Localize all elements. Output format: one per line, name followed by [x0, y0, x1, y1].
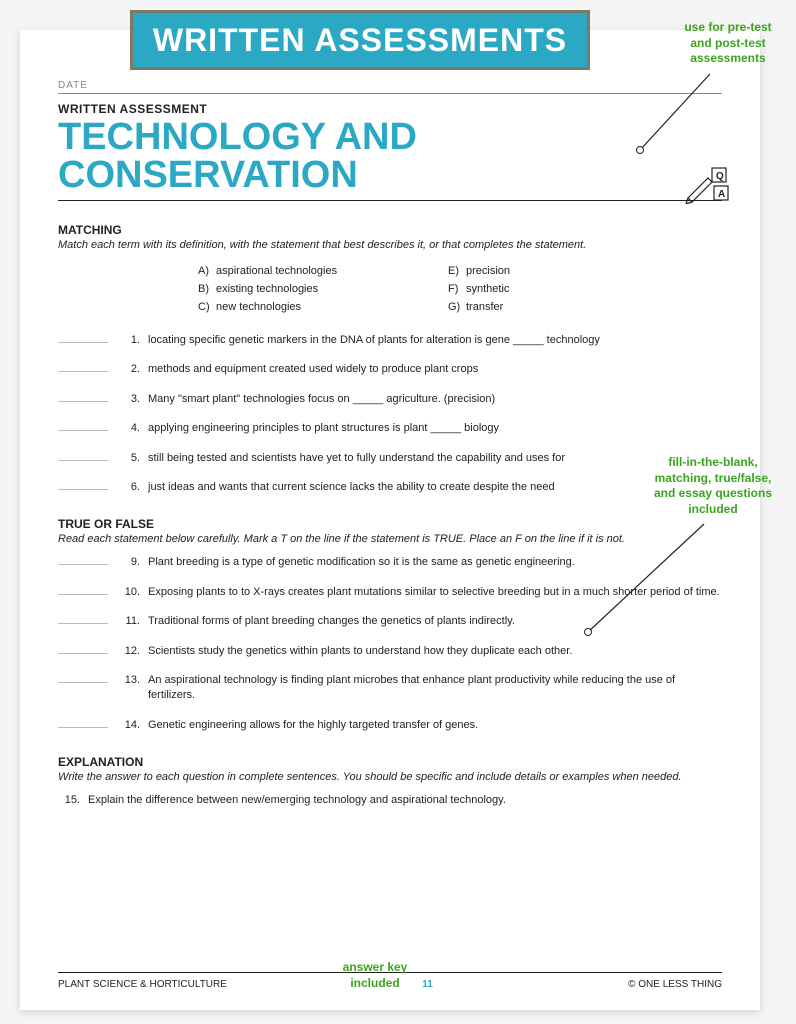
term-row: A)aspirational technologies: [198, 265, 448, 277]
callout-circle: [584, 628, 592, 636]
footer-left: PLANT SCIENCE & HORTICULTURE: [58, 979, 227, 990]
term-row: C)new technologies: [198, 301, 448, 313]
annotation-top: use for pre-test and post-test assessmen…: [668, 20, 788, 67]
term-row: G)transfer: [448, 301, 698, 313]
banner-text: WRITTEN ASSESSMENTS: [153, 22, 567, 59]
question-row: 5.still being tested and scientists have…: [58, 451, 722, 466]
date-label: DATE: [58, 80, 722, 94]
answer-blank[interactable]: [58, 673, 108, 683]
answer-blank[interactable]: [58, 421, 108, 431]
question-row: 14.Genetic engineering allows for the hi…: [58, 718, 722, 733]
answer-blank[interactable]: [58, 451, 108, 461]
term-row: F)synthetic: [448, 283, 698, 295]
footer-right: © ONE LESS THING: [628, 979, 722, 990]
question-row: 13.An aspirational technology is finding…: [58, 673, 722, 704]
callout-circle: [636, 146, 644, 154]
answer-blank[interactable]: [58, 718, 108, 728]
annotation-bottom: answer key included: [300, 960, 450, 991]
assessment-label: WRITTEN ASSESSMENT: [58, 102, 722, 116]
question-row: 3.Many "smart plant" technologies focus …: [58, 392, 722, 407]
answer-blank[interactable]: [58, 333, 108, 343]
question-row: 1.locating specific genetic markers in t…: [58, 333, 722, 348]
answer-blank[interactable]: [58, 480, 108, 490]
answer-blank[interactable]: [58, 362, 108, 372]
matching-head: MATCHING: [58, 223, 722, 237]
callout-line-top: [640, 72, 720, 152]
term-row: E)precision: [448, 265, 698, 277]
question-row: 15.Explain the difference between new/em…: [58, 793, 722, 808]
callout-line-mid: [588, 522, 728, 634]
answer-blank[interactable]: [58, 614, 108, 624]
annotation-mid: fill-in-the-blank, matching, true/false,…: [638, 455, 788, 517]
question-row: 6.just ideas and wants that current scie…: [58, 480, 722, 495]
question-row: 2.methods and equipment created used wid…: [58, 362, 722, 377]
pencil-quiz-icon: Q A: [682, 164, 732, 204]
answer-blank[interactable]: [58, 555, 108, 565]
title-banner: WRITTEN ASSESSMENTS: [130, 10, 590, 70]
page-title: TECHNOLOGY AND CONSERVATION Q A: [58, 118, 722, 201]
question-row: 12.Scientists study the genetics within …: [58, 644, 722, 659]
worksheet-page: DATE WRITTEN ASSESSMENT TECHNOLOGY AND C…: [20, 30, 760, 1010]
answer-blank[interactable]: [58, 585, 108, 595]
question-row: 4.applying engineering principles to pla…: [58, 421, 722, 436]
explanation-sub: Write the answer to each question in com…: [58, 771, 722, 783]
svg-text:Q: Q: [716, 171, 724, 182]
term-row: B)existing technologies: [198, 283, 448, 295]
answer-blank[interactable]: [58, 644, 108, 654]
matching-sub: Match each term with its definition, wit…: [58, 239, 722, 251]
matching-questions: 1.locating specific genetic markers in t…: [58, 333, 722, 495]
matching-terms: A)aspirational technologies B)existing te…: [198, 265, 722, 319]
explanation-questions: 15.Explain the difference between new/em…: [58, 793, 722, 808]
explanation-head: EXPLANATION: [58, 755, 722, 769]
svg-text:A: A: [718, 189, 725, 200]
answer-blank[interactable]: [58, 392, 108, 402]
